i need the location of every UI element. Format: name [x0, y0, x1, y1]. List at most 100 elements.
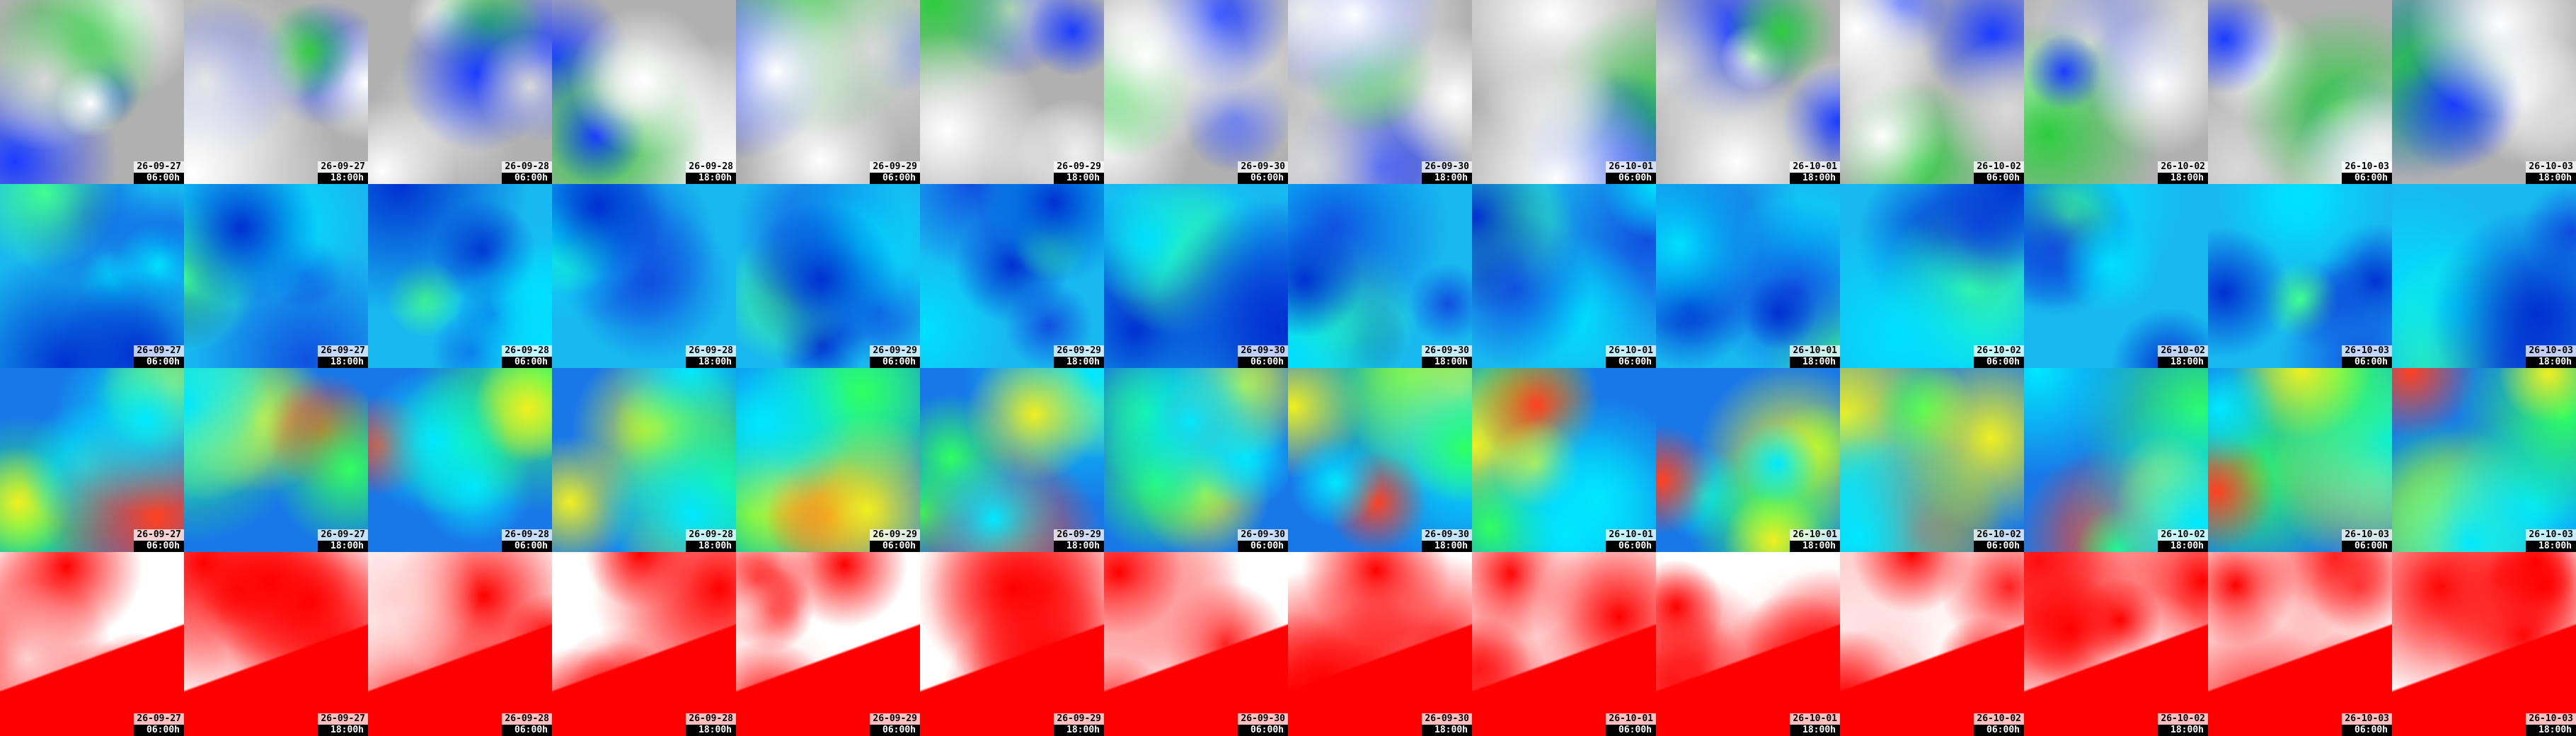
tile-time: 18:00h — [1054, 541, 1104, 552]
map-tile: 26-09-30 06:00h — [1104, 368, 1288, 552]
map-tile: 26-09-29 18:00h — [920, 552, 1104, 736]
tile-label: 26-09-30 18:00h — [1422, 529, 1472, 552]
tile-label: 26-09-30 18:00h — [1422, 161, 1472, 184]
tile-label: 26-09-27 06:00h — [134, 345, 184, 368]
map-tile: 26-10-02 18:00h — [2024, 0, 2208, 184]
tile-label: 26-10-03 18:00h — [2526, 713, 2576, 736]
tile-date: 26-09-30 — [1238, 345, 1288, 357]
tile-time: 18:00h — [2526, 725, 2576, 736]
tile-date: 26-10-01 — [1790, 713, 1840, 725]
tile-time: 06:00h — [1238, 541, 1288, 552]
tile-label: 26-10-02 18:00h — [2158, 713, 2208, 736]
map-tile: 26-09-28 18:00h — [552, 368, 736, 552]
tile-label: 26-09-29 18:00h — [1054, 529, 1104, 552]
tile-label: 26-09-30 18:00h — [1422, 713, 1472, 736]
tile-date: 26-10-03 — [2342, 713, 2392, 725]
tile-time: 06:00h — [1606, 173, 1656, 184]
tile-date: 26-10-01 — [1790, 161, 1840, 173]
tile-time: 06:00h — [134, 173, 184, 184]
tile-time: 06:00h — [1238, 173, 1288, 184]
tile-label: 26-09-29 06:00h — [870, 713, 920, 736]
tile-date: 26-10-02 — [1974, 713, 2024, 725]
tile-date: 26-09-30 — [1238, 161, 1288, 173]
tile-time: 18:00h — [2526, 357, 2576, 368]
tile-label: 26-09-28 18:00h — [686, 345, 736, 368]
map-tile: 26-09-27 06:00h — [0, 0, 184, 184]
tile-date: 26-09-30 — [1422, 529, 1472, 541]
tile-time: 18:00h — [686, 541, 736, 552]
map-tile: 26-10-03 18:00h — [2392, 0, 2576, 184]
map-tile: 26-09-29 06:00h — [736, 184, 920, 368]
tile-label: 26-10-03 18:00h — [2526, 161, 2576, 184]
tile-date: 26-10-02 — [1974, 161, 2024, 173]
tile-time: 06:00h — [1606, 725, 1656, 736]
map-tile: 26-10-03 18:00h — [2392, 184, 2576, 368]
tile-time: 18:00h — [686, 357, 736, 368]
map-tile: 26-10-01 06:00h — [1472, 552, 1656, 736]
map-tile: 26-09-30 06:00h — [1104, 552, 1288, 736]
tile-time: 18:00h — [1790, 541, 1840, 552]
tile-date: 26-09-30 — [1238, 529, 1288, 541]
tile-label: 26-10-01 06:00h — [1606, 713, 1656, 736]
tile-time: 18:00h — [2158, 357, 2208, 368]
map-tile: 26-10-02 18:00h — [2024, 368, 2208, 552]
map-tile: 26-10-02 06:00h — [1840, 552, 2024, 736]
tile-date: 26-09-29 — [870, 345, 920, 357]
tile-date: 26-10-02 — [1974, 529, 2024, 541]
map-tile: 26-10-01 06:00h — [1472, 368, 1656, 552]
tile-label: 26-09-30 06:00h — [1238, 161, 1288, 184]
tile-date: 26-09-28 — [686, 713, 736, 725]
map-tile: 26-10-01 06:00h — [1472, 0, 1656, 184]
tile-date: 26-09-29 — [1054, 529, 1104, 541]
tile-date: 26-09-28 — [686, 345, 736, 357]
tile-label: 26-09-28 06:00h — [502, 345, 552, 368]
map-tile: 26-09-27 06:00h — [0, 552, 184, 736]
tile-time: 18:00h — [2526, 173, 2576, 184]
map-tile: 26-09-27 18:00h — [184, 184, 368, 368]
tile-time: 18:00h — [1054, 725, 1104, 736]
map-tile: 26-09-27 18:00h — [184, 552, 368, 736]
tile-label: 26-10-01 18:00h — [1790, 713, 1840, 736]
tile-label: 26-09-29 06:00h — [870, 345, 920, 368]
tile-time: 18:00h — [318, 541, 368, 552]
tile-date: 26-09-29 — [870, 161, 920, 173]
tile-label: 26-09-29 18:00h — [1054, 713, 1104, 736]
tile-time: 06:00h — [1238, 357, 1288, 368]
tile-date: 26-09-30 — [1422, 713, 1472, 725]
tile-date: 26-10-03 — [2342, 345, 2392, 357]
tile-date: 26-10-01 — [1790, 345, 1840, 357]
tile-label: 26-10-03 18:00h — [2526, 529, 2576, 552]
tile-time: 18:00h — [1790, 725, 1840, 736]
tile-date: 26-09-29 — [1054, 161, 1104, 173]
tile-label: 26-09-28 18:00h — [686, 529, 736, 552]
tile-time: 06:00h — [1606, 357, 1656, 368]
tile-label: 26-10-02 06:00h — [1974, 529, 2024, 552]
map-tile: 26-09-28 18:00h — [552, 552, 736, 736]
tile-label: 26-09-29 18:00h — [1054, 345, 1104, 368]
tile-time: 18:00h — [1422, 357, 1472, 368]
map-tile: 26-09-27 18:00h — [184, 368, 368, 552]
map-tile: 26-09-30 06:00h — [1104, 184, 1288, 368]
tile-label: 26-10-01 18:00h — [1790, 529, 1840, 552]
map-tile: 26-09-30 18:00h — [1288, 0, 1472, 184]
tile-label: 26-10-03 18:00h — [2526, 345, 2576, 368]
tile-date: 26-09-28 — [502, 161, 552, 173]
map-tile: 26-09-29 06:00h — [736, 0, 920, 184]
tile-date: 26-09-27 — [318, 713, 368, 725]
tile-label: 26-10-03 06:00h — [2342, 529, 2392, 552]
map-tile: 26-09-28 18:00h — [552, 0, 736, 184]
map-tile: 26-10-01 18:00h — [1656, 184, 1840, 368]
tile-time: 06:00h — [1974, 725, 2024, 736]
tile-label: 26-09-29 06:00h — [870, 161, 920, 184]
tile-time: 06:00h — [870, 357, 920, 368]
tile-label: 26-10-01 18:00h — [1790, 345, 1840, 368]
tile-time: 18:00h — [1790, 173, 1840, 184]
tile-time: 06:00h — [502, 725, 552, 736]
tile-date: 26-10-01 — [1606, 529, 1656, 541]
tile-time: 06:00h — [1974, 541, 2024, 552]
tile-label: 26-09-30 18:00h — [1422, 345, 1472, 368]
tile-time: 18:00h — [1054, 357, 1104, 368]
tile-date: 26-10-03 — [2342, 161, 2392, 173]
tile-label: 26-10-02 06:00h — [1974, 161, 2024, 184]
tile-date: 26-09-27 — [134, 161, 184, 173]
